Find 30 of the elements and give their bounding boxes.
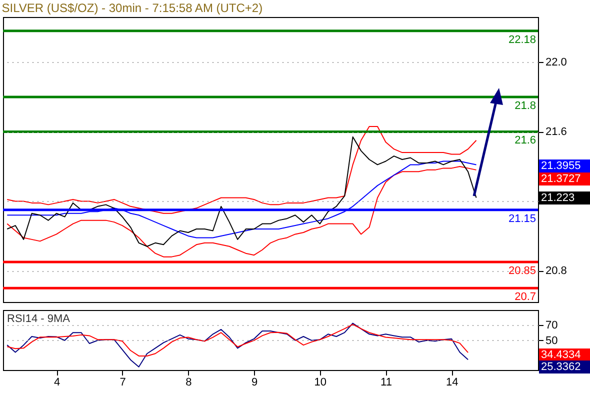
x-tick-label: 4: [54, 376, 60, 388]
text: 34.4334: [541, 349, 581, 361]
line-series: [6, 322, 469, 368]
chart-title: RSI14 - 9MA: [7, 313, 71, 325]
x-tick-label: 11: [380, 376, 392, 388]
ref-line-label: 20.7: [514, 291, 536, 304]
ref-line-label: 20.85: [508, 265, 536, 278]
ref-line-label: 21.15: [508, 212, 536, 225]
ref-line-label: 21.6: [514, 134, 536, 147]
y-tick-label: 50: [546, 334, 558, 347]
ref-line-label: 21.8: [514, 100, 536, 112]
line-series: [6, 324, 469, 356]
text: 21.223: [541, 192, 575, 204]
line-series: [6, 166, 477, 258]
x-tick-label: 9: [251, 376, 258, 388]
y-tick-label: 21.6: [546, 126, 567, 138]
text: 25.3362: [541, 361, 581, 373]
y-tick-label: 70: [546, 319, 558, 332]
y-tick-label: 20.8: [546, 265, 567, 278]
x-tick-label: 7: [120, 376, 126, 388]
line-series: [6, 136, 477, 247]
text: 21.3727: [541, 173, 581, 185]
text: 21.3955: [541, 160, 581, 172]
x-tick-label: 14: [446, 376, 458, 388]
x-tick-label: 10: [314, 376, 327, 388]
y-tick-label: 22.0: [546, 56, 567, 69]
ref-line-label: 22.18: [508, 34, 536, 46]
line-series: [6, 126, 477, 214]
chart-title: SILVER (US$/OZ) - 30min - 7:15:58 AM (UTC+2): [2, 1, 263, 15]
x-tick-label: 8: [186, 376, 192, 388]
